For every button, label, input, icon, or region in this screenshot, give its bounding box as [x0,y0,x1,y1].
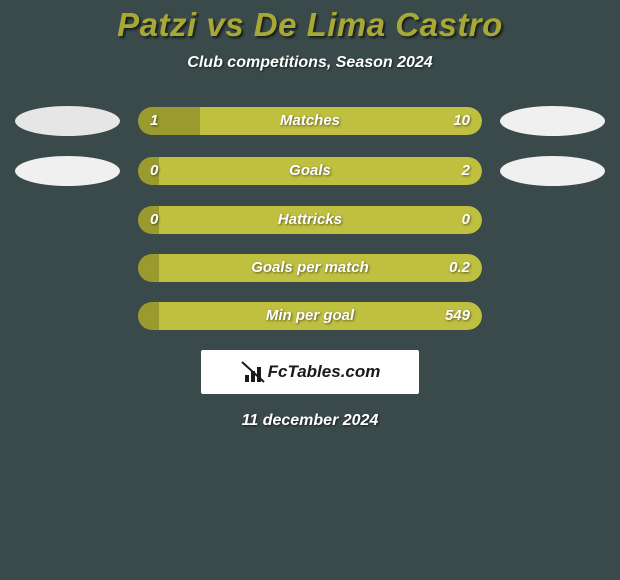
player-left-badge [15,156,120,186]
stat-label: Goals [138,157,482,185]
comparison-row: Min per goal549 [0,302,620,330]
comparison-row: Goals0 2 [0,156,620,186]
stat-value-left: 1 [150,107,158,135]
stat-value-left: 0 [150,206,158,234]
stat-bar: Matches1 10 [138,107,482,135]
subtitle: Club competitions, Season 2024 [0,54,620,72]
stat-value-right: 10 [453,107,470,135]
player-left-badge [15,106,120,136]
comparison-rows: Matches110Goals02Hattricks00Goals per ma… [0,106,620,330]
bars-icon [240,361,266,383]
comparison-row: Hattricks0 0 [0,206,620,234]
player-right-badge [500,106,605,136]
comparison-row: Matches1 10 [0,106,620,136]
source-logo: FcTables.com [201,350,419,394]
infographic-container: Patzi vs De Lima Castro Club competition… [0,0,620,430]
page-title: Patzi vs De Lima Castro [0,6,620,44]
stat-label: Min per goal [138,302,482,330]
stat-bar: Min per goal549 [138,302,482,330]
player-right-badge [500,156,605,186]
stat-value-right: 549 [445,302,470,330]
stat-bar: Hattricks0 0 [138,206,482,234]
stat-value-right: 2 [462,157,470,185]
stat-bar: Goals0 2 [138,157,482,185]
stat-label: Hattricks [138,206,482,234]
date-label: 11 december 2024 [0,412,620,430]
stat-value-right: 0 [462,206,470,234]
stat-label: Goals per match [138,254,482,282]
stat-label: Matches [138,107,482,135]
stat-value-left: 0 [150,157,158,185]
source-logo-text: FcTables.com [268,362,381,382]
stat-bar: Goals per match0.2 [138,254,482,282]
stat-value-right: 0.2 [449,254,470,282]
comparison-row: Goals per match0.2 [0,254,620,282]
